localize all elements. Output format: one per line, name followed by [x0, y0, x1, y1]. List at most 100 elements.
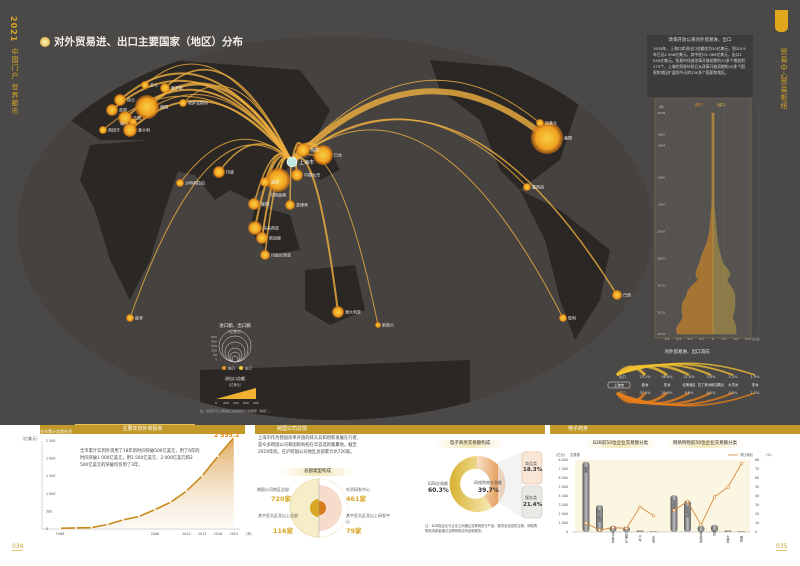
- trade-bubble: [375, 322, 381, 328]
- y2-tick: 20: [755, 512, 759, 516]
- bar-label: 汽车: [638, 534, 642, 542]
- destination-label: 中国香港: [270, 192, 286, 198]
- y2-tick: 80: [755, 458, 759, 462]
- series-title: 中国门户 世界都市: [11, 48, 19, 116]
- x-tick: 0: [712, 337, 714, 341]
- right-margin: [770, 0, 800, 425]
- hq-label-1: 外资研发中心: [346, 487, 370, 492]
- trade-history-text-box: 改革开放以来对外贸易进、出口 1978年，上海口岸进出口总额仅为30亿美元，到2…: [647, 35, 753, 97]
- trade-bubble: [248, 221, 262, 235]
- fdi-axis-title: 全市累计实到外资: [40, 429, 72, 434]
- fdi-area: [60, 437, 234, 529]
- growth-point: [699, 523, 703, 527]
- destination-label: 瑞士: [120, 120, 128, 126]
- fdi-point: [185, 490, 188, 493]
- x-tick: 1986: [56, 532, 64, 536]
- hq-label-0: 跨国公司地区总部: [257, 487, 289, 492]
- import-share: 5.8%: [685, 391, 695, 395]
- online-label: 网络购物交易额: [474, 480, 502, 485]
- services-box: [521, 485, 543, 519]
- trade-history-text: 1978年，上海口岸进出口总额仅为30亿美元，到2019年已达4 938亿美元，…: [653, 46, 746, 75]
- destination-label: 加拿大: [545, 120, 557, 126]
- growth-point: [624, 526, 629, 530]
- y-tick: 6 000: [559, 476, 568, 480]
- hq-value-1: 461家: [346, 495, 367, 503]
- y2-tick: 30: [755, 503, 759, 507]
- x-unit: （万亿美元）: [749, 337, 760, 341]
- shanghai-icon: [286, 156, 298, 168]
- bar: [582, 461, 590, 532]
- y-tick: 2015: [657, 310, 665, 314]
- fdi-text: 全市累计实到外资用了18年的时间突破500亿美元，用了6年的时间突破1 000亿…: [80, 449, 200, 468]
- bar-label: 化工能源: [598, 509, 602, 523]
- trade-bubble: [179, 99, 187, 107]
- growth-point: [651, 514, 656, 518]
- trade-bubble: [612, 290, 622, 300]
- fdi-point: [90, 526, 93, 529]
- legend-export-swatch: [239, 366, 243, 370]
- chapter-tab[interactable]: [775, 10, 788, 32]
- y-tick: 5 000: [559, 485, 568, 489]
- hq-value-3: 79家: [346, 527, 362, 535]
- destination-label: 意大利: [138, 127, 150, 133]
- growth-point: [584, 521, 588, 525]
- legend-export: 出口: [717, 101, 725, 107]
- destination-label: 南非: [135, 315, 143, 321]
- fdi-point: [169, 501, 172, 504]
- y2-tick: 70: [755, 467, 759, 471]
- bar-label: 农副产品: [625, 530, 629, 543]
- trade-bubble: [536, 119, 544, 127]
- destination-label: 泰国: [261, 201, 269, 207]
- trade-bubble: [332, 306, 344, 318]
- bar-label: 房地产: [652, 535, 656, 543]
- trade-arc: [291, 129, 564, 319]
- hq-value-0: 720家: [271, 495, 292, 503]
- y-tick: 1 000: [46, 492, 55, 496]
- x-tick: 0.2: [734, 337, 739, 341]
- trade-arc: [289, 88, 549, 165]
- trade-arc: [179, 138, 293, 184]
- region-label: 北美地区: [682, 382, 696, 387]
- section-title: 贸易枢纽: [780, 78, 788, 110]
- y-tick: 2005: [657, 257, 665, 261]
- fdi-point: [138, 515, 140, 518]
- legend-total-unit: （亿美元）: [227, 382, 243, 387]
- destination-label: 澳大利亚: [345, 309, 361, 315]
- x-tick: 0.3: [676, 337, 681, 341]
- fdi-point: [106, 523, 109, 526]
- trade-bubble: [248, 198, 260, 210]
- legend-total-title: 进出口总额: [225, 375, 245, 381]
- import-flow: [616, 392, 756, 407]
- destination-label: 印度: [226, 169, 234, 175]
- trade-bubble: [135, 95, 159, 119]
- trade-bubble: [260, 250, 270, 260]
- growth-point: [611, 525, 615, 530]
- bar: [697, 525, 705, 532]
- trade-bubble: [523, 183, 531, 191]
- destination-label: 新加坡: [269, 235, 281, 241]
- y-tick: 4 000: [559, 494, 568, 498]
- growth-point: [739, 462, 744, 466]
- legend-tick: 100: [211, 349, 217, 353]
- b2b-value: 60.3%: [428, 487, 449, 494]
- ecom-chart-title-1: 网络购物前50位企业交易额分类: [665, 440, 745, 448]
- hq-label-3: 其中亚太区及以上研发中心: [346, 513, 390, 524]
- legend-total-wedge: [216, 388, 256, 399]
- legend-circle: [231, 355, 239, 363]
- y-tick: 3 000: [559, 503, 568, 507]
- legend-total-tick: 200: [223, 401, 229, 405]
- x-tick: 2006: [151, 532, 159, 536]
- trade-bubble: [160, 83, 170, 93]
- fdi-unit: （亿美元）: [20, 436, 40, 441]
- y-tick: 1 000: [559, 521, 568, 525]
- x-tick: 0.4: [665, 337, 670, 341]
- trade-bubble: [291, 169, 303, 181]
- destination-label: 菲律宾: [296, 202, 308, 208]
- trade-bubble: [531, 122, 563, 154]
- line-legend: 同比增长: [740, 452, 754, 457]
- trade-bubble: [296, 143, 310, 157]
- export-share: 1.9%: [751, 375, 761, 379]
- y-tick: 8 000: [559, 458, 568, 462]
- import-area: [675, 112, 714, 335]
- ecom-chart-title-0: B2B前50位企业交易额分类: [583, 440, 658, 448]
